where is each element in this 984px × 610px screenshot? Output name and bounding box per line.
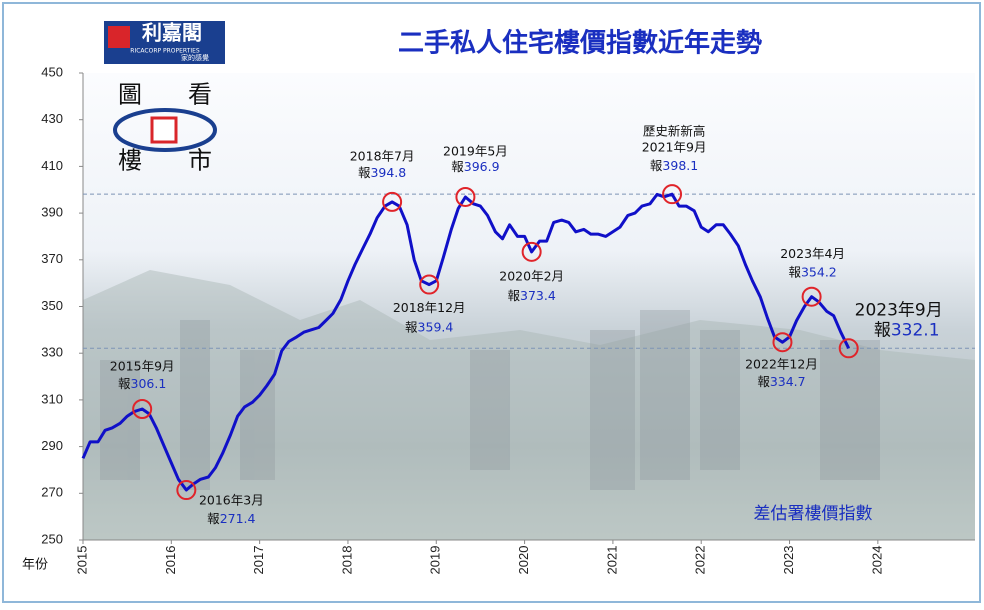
annotation-label: 2022年12月 [745,357,818,372]
annotation-prefix: 報 [650,158,663,173]
annotation-prefix: 報 [874,320,891,340]
annotation-prefix: 報 [451,158,464,173]
highlight-circle [521,241,542,262]
y-tick-label: 250 [41,531,63,546]
highlight-circle [662,184,683,205]
annotation-number: 398.1 [662,158,698,173]
x-tick-label: 2020 [516,546,531,575]
annotation-number: 373.4 [520,287,556,302]
x-tick-label: 2019 [428,546,443,575]
brand-mark [108,26,130,48]
source-label: 差估署樓價指數 [754,504,873,524]
annotation-prefix: 報 [405,319,418,334]
annotation-value: 報332.1 [874,320,940,340]
annotation-prefix: 報 [358,164,371,179]
x-tick-label: 2021 [604,546,619,575]
badge-char: 圖 [118,81,142,109]
annotation-label: 2020年2月 [499,268,564,283]
x-tick-label: 2016 [163,546,178,575]
annotation-value: 報334.7 [757,374,805,389]
y-tick-label: 410 [41,158,63,173]
hills [83,270,975,540]
annotation-label: 2019年5月 [443,143,508,158]
highlight-circle [382,191,403,212]
highlight-circle [772,332,793,353]
annotation-number: 354.2 [801,264,837,279]
plot-background [83,73,975,540]
data-line [81,192,851,492]
highlight-circle [455,186,476,207]
annotation-prefix: 報 [118,376,131,391]
annotation-value: 報373.4 [507,287,555,302]
annotation-label: 2018年12月 [393,300,466,315]
annotation-label: 2018年7月 [350,148,415,163]
annotation-number: 332.1 [891,320,940,340]
annotation-prefix: 報 [788,264,801,279]
x-axis-label: 年份 [22,558,48,573]
x-tick-label: 2022 [693,546,708,575]
brand-name: 利嘉閣 [142,21,202,45]
x-tick-label: 2024 [869,546,884,575]
y-tick-label: 350 [41,298,63,313]
badge-mark [150,116,178,144]
annotation-prefix: 報 [757,374,770,389]
annotation-number: 334.7 [770,374,806,389]
annotation-number: 396.9 [464,158,500,173]
x-tick-label: 2017 [251,546,266,575]
badge-eye [113,108,217,152]
highlight-circle [419,274,440,295]
y-tick-label: 430 [41,111,63,126]
highlight-circle [132,399,153,420]
badge-char: 樓 [118,147,142,175]
annotation-value: 報396.9 [451,158,499,173]
annotation-value: 報306.1 [118,376,166,391]
highlight-circle [838,338,859,359]
chart-title: 二手私人住宅樓價指數近年走勢 [398,28,762,59]
annotation-number: 271.4 [220,511,256,526]
annotation-label: 2016年3月 [199,493,264,508]
buildings [100,310,880,490]
highlight-circle [801,286,822,307]
y-tick-label: 370 [41,251,63,266]
x-tick-label: 2018 [339,546,354,575]
annotation-label: 2023年4月 [780,246,845,261]
x-tick-label: 2015 [74,546,89,575]
y-tick-label: 270 [41,485,63,500]
y-tick-label: 390 [41,205,63,220]
annotation-prefix: 報 [507,287,520,302]
annotation-label: 2015年9月 [110,359,175,374]
y-tick-label: 450 [41,64,63,79]
annotation-label: 2023年9月 [855,300,943,320]
annotation-value: 報271.4 [207,511,255,526]
x-tick-label: 2023 [781,546,796,575]
annotation-value: 報394.8 [358,164,406,179]
y-tick-label: 330 [41,345,63,360]
y-tick-label: 310 [41,391,63,406]
annotation-note: 歷史新新高 [643,124,706,139]
annotation-number: 394.8 [370,164,406,179]
annotation-prefix: 報 [207,511,220,526]
annotation-value: 報359.4 [405,319,453,334]
annotation-value: 報398.1 [650,158,698,173]
badge-char: 看 [188,81,212,109]
annotation-number: 306.1 [131,376,167,391]
badge-char: 市 [188,147,212,175]
highlight-circle [176,480,197,501]
annotation-number: 359.4 [418,319,454,334]
brand-slogan: 家的感覺 [181,53,209,62]
brand-english: RICACORP PROPERTIES [130,48,200,55]
y-tick-label: 290 [41,438,63,453]
annotation-label: 2021年9月 [642,140,707,155]
annotation-value: 報354.2 [788,264,836,279]
